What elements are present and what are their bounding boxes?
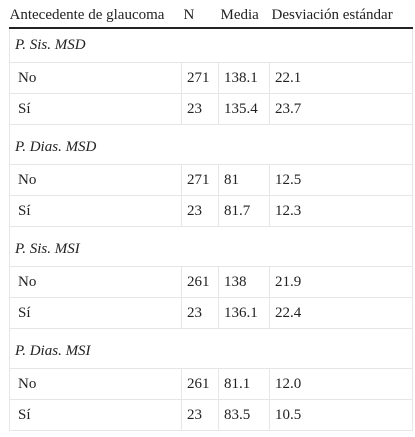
row-sd: 22.1 xyxy=(269,62,413,94)
header-row: Antecedente de glaucoma N Media Desviaci… xyxy=(9,3,413,29)
header-media: Media xyxy=(218,3,270,29)
group-title: P. Sis. MSI xyxy=(9,233,413,267)
table-row: Sí 23 83.5 10.5 xyxy=(9,399,413,431)
group-header-row: P. Sis. MSI xyxy=(9,233,413,267)
row-media: 81 xyxy=(218,164,270,196)
row-sd: 23.7 xyxy=(269,93,413,125)
row-n: 23 xyxy=(181,195,219,227)
row-sd: 12.3 xyxy=(269,195,413,227)
table-row: Sí 23 81.7 12.3 xyxy=(9,195,413,227)
row-media: 135.4 xyxy=(218,93,270,125)
group-title: P. Dias. MSD xyxy=(9,131,413,165)
group-title: P. Dias. MSI xyxy=(9,335,413,369)
group-title: P. Sis. MSD xyxy=(9,28,413,63)
table-header: Antecedente de glaucoma N Media Desviaci… xyxy=(9,3,413,29)
row-n: 261 xyxy=(181,266,219,298)
row-sd: 22.4 xyxy=(269,297,413,329)
row-media: 136.1 xyxy=(218,297,270,329)
table-body: P. Sis. MSD No 271 138.1 22.1 Sí 23 135.… xyxy=(9,28,413,431)
table-row: No 261 138 21.9 xyxy=(9,266,413,298)
group-header-row: P. Sis. MSD xyxy=(9,28,413,63)
row-n: 261 xyxy=(181,368,219,400)
row-n: 23 xyxy=(181,399,219,431)
row-n: 23 xyxy=(181,297,219,329)
row-media: 138.1 xyxy=(218,62,270,94)
group-header-row: P. Dias. MSI xyxy=(9,335,413,369)
row-media: 81.1 xyxy=(218,368,270,400)
row-label: No xyxy=(9,62,182,94)
group-spacer xyxy=(9,328,413,335)
row-n: 23 xyxy=(181,93,219,125)
row-label: Sí xyxy=(9,297,182,329)
row-media: 81.7 xyxy=(218,195,270,227)
row-label: Sí xyxy=(9,93,182,125)
table-row: Sí 23 135.4 23.7 xyxy=(9,93,413,125)
table-row: Sí 23 136.1 22.4 xyxy=(9,297,413,329)
group-spacer xyxy=(9,124,413,131)
table-row: No 271 138.1 22.1 xyxy=(9,62,413,94)
header-desviacion: Desviación estándar xyxy=(269,3,413,29)
row-label: No xyxy=(9,368,182,400)
table-row: No 271 81 12.5 xyxy=(9,164,413,196)
row-media: 83.5 xyxy=(218,399,270,431)
row-sd: 21.9 xyxy=(269,266,413,298)
row-n: 271 xyxy=(181,164,219,196)
row-label: Sí xyxy=(9,195,182,227)
group-header-row: P. Dias. MSD xyxy=(9,131,413,165)
row-sd: 12.5 xyxy=(269,164,413,196)
header-n: N xyxy=(181,3,219,29)
glaucoma-stats-table: Antecedente de glaucoma N Media Desviaci… xyxy=(9,3,413,431)
group-spacer xyxy=(9,226,413,233)
row-media: 138 xyxy=(218,266,270,298)
row-label: Sí xyxy=(9,399,182,431)
row-sd: 10.5 xyxy=(269,399,413,431)
table-row: No 261 81.1 12.0 xyxy=(9,368,413,400)
row-label: No xyxy=(9,266,182,298)
row-label: No xyxy=(9,164,182,196)
row-sd: 12.0 xyxy=(269,368,413,400)
row-n: 271 xyxy=(181,62,219,94)
header-antecedente: Antecedente de glaucoma xyxy=(9,3,182,29)
